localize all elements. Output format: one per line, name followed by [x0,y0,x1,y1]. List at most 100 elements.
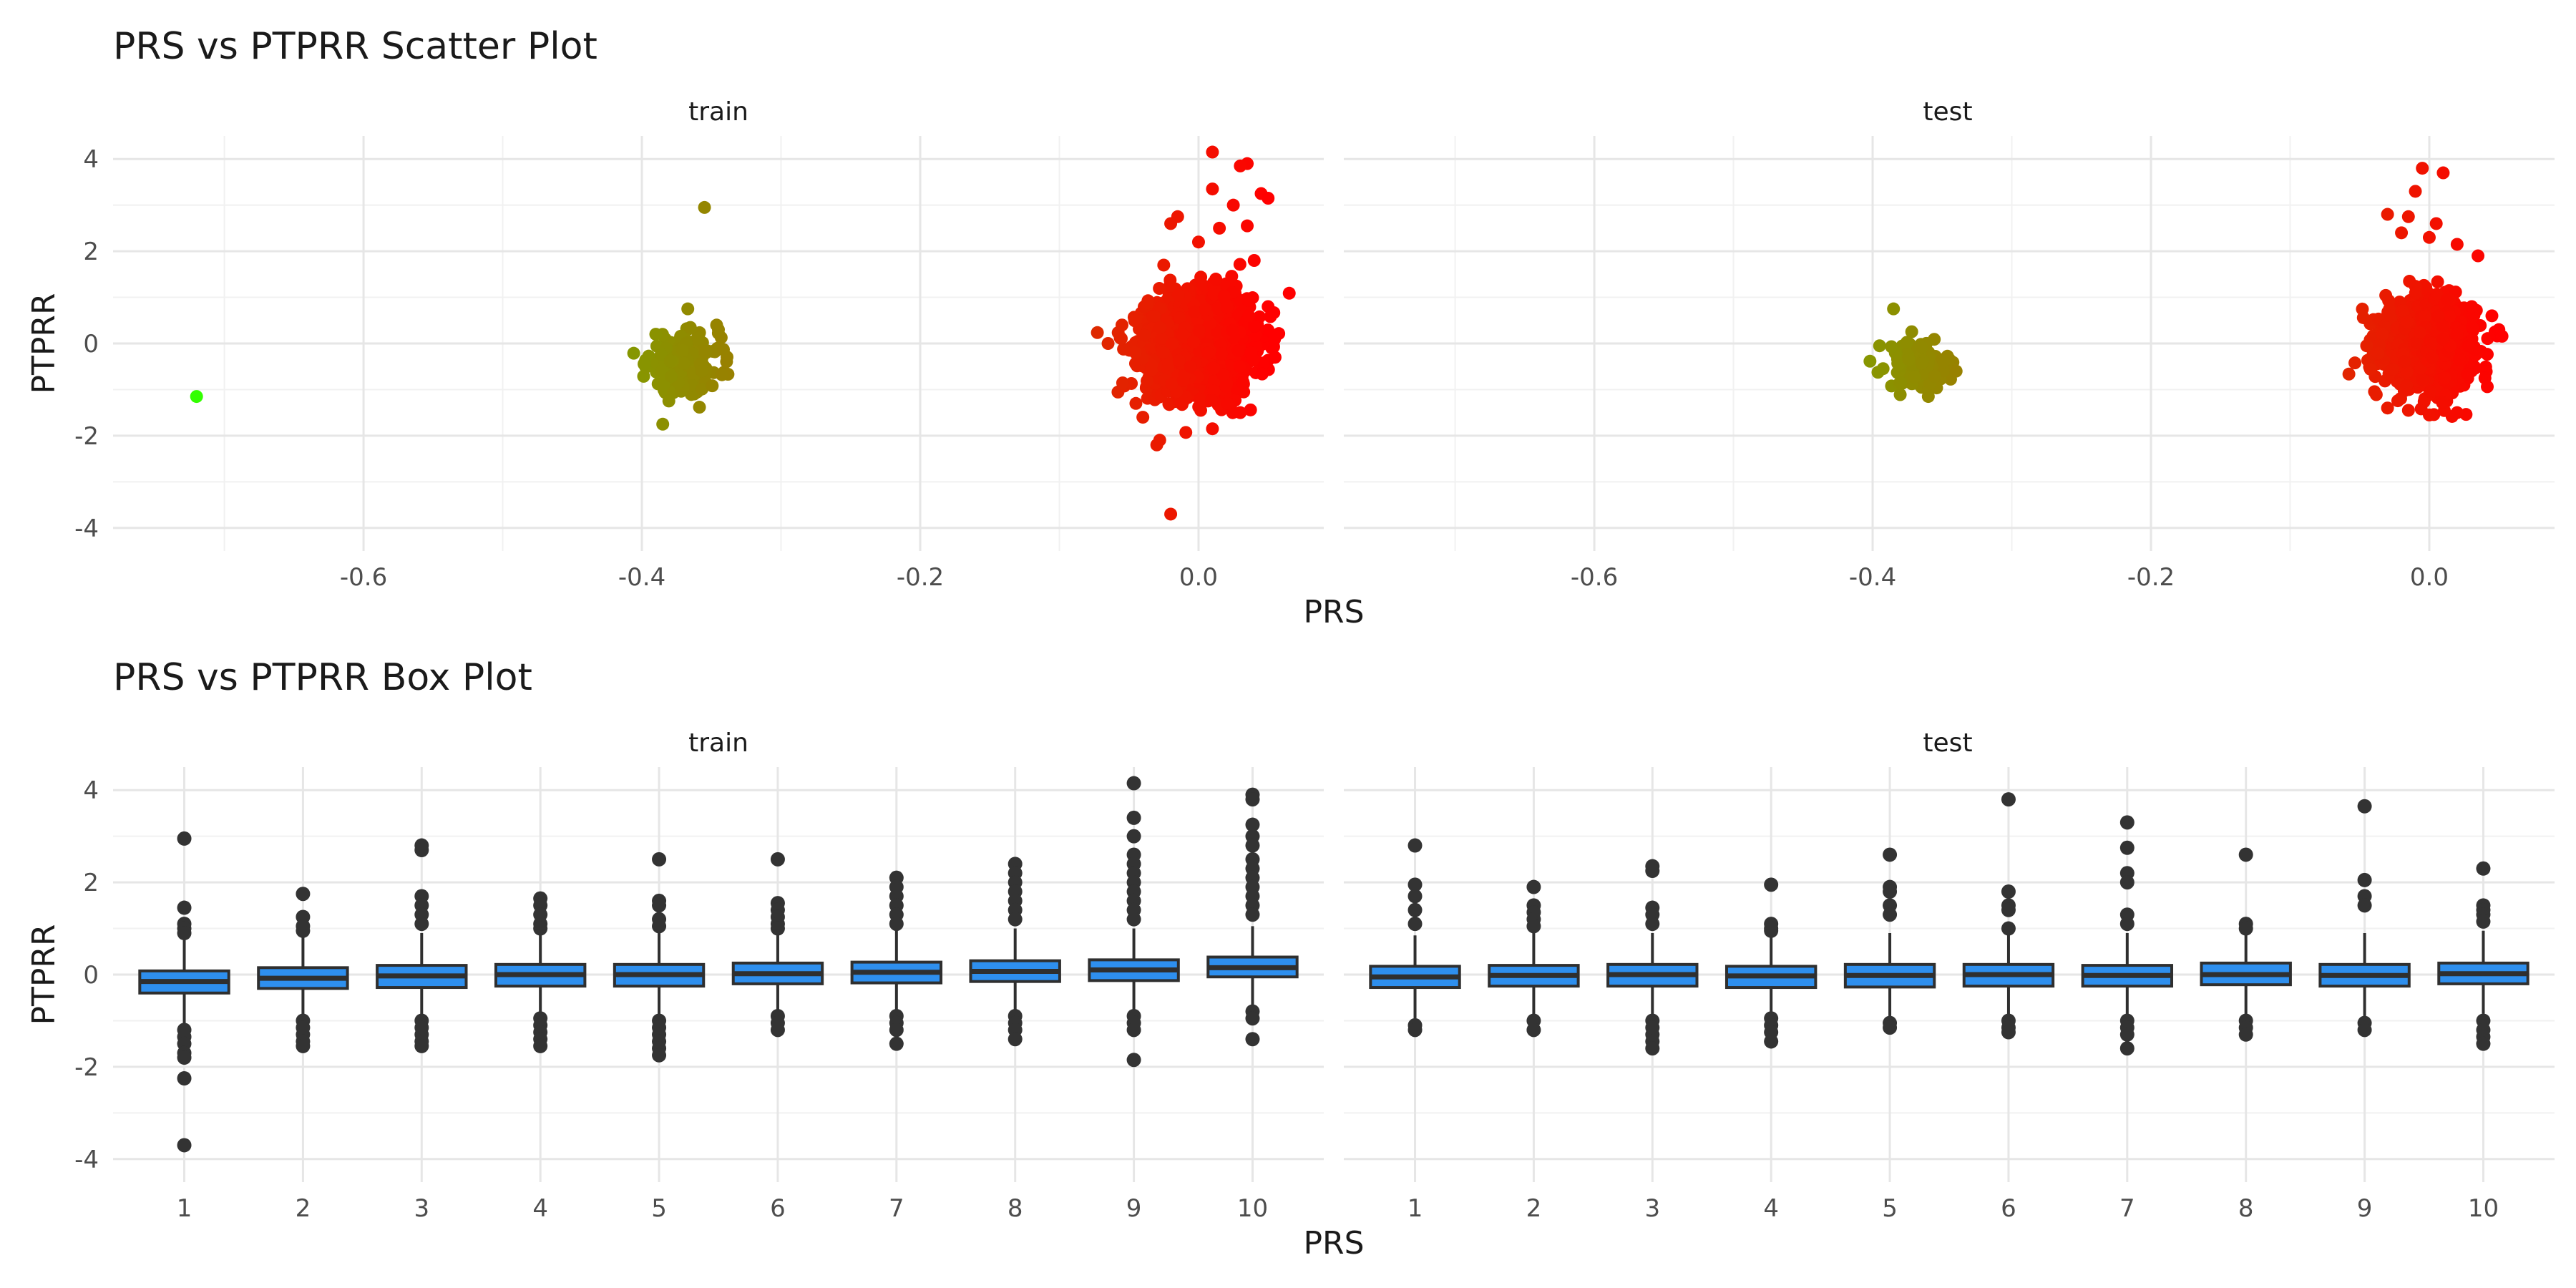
scatter-point [2472,249,2485,263]
scatter-point [716,343,730,356]
scatter-point [1264,310,1277,323]
x-tick-label: 2 [1526,1194,1542,1223]
box-outlier [1126,829,1141,844]
scatter-point [1114,332,1128,346]
scatter-point [1191,235,1205,249]
scatter-point [2409,286,2422,300]
scatter-point [190,390,203,404]
scatter-point [2453,353,2467,366]
box-outlier [2001,902,2016,917]
scatter-point [695,364,708,378]
box-outlier [2476,914,2491,929]
scatter-point [649,328,663,341]
x-tick-label: -0.4 [1849,563,1896,592]
scatter-point [2424,385,2437,399]
x-tick-label: 5 [1882,1194,1898,1223]
scatter-point [2462,339,2476,353]
box-outlier [1526,1023,1541,1038]
scatter-point [2492,323,2506,336]
scatter-point [698,200,711,214]
scatter-point [1201,346,1214,360]
box-outlier [1883,1020,1898,1035]
x-tick-label: 8 [1008,1194,1023,1223]
x-tick-label: 9 [1126,1194,1142,1223]
scatter-point [627,346,640,360]
scatter-point [1233,258,1246,271]
scatter-point [1915,356,1928,370]
scatter-point [1171,288,1185,302]
scatter-point [2386,362,2400,376]
scatter-point [2450,328,2464,341]
box-outlier [1245,838,1260,853]
box-outlier [2119,815,2135,830]
scatter-point [1209,273,1223,286]
box-y-ticks: -4 -2 0 2 4 [74,776,99,1174]
scatter-point [1225,270,1239,283]
box-outlier [1245,907,1260,922]
box-outlier [770,921,785,936]
x-tick-label: 7 [2119,1194,2135,1223]
scatter-point [2400,379,2414,393]
x-tick-label: -0.6 [1571,563,1618,592]
y-tick-label: 2 [83,869,99,897]
scatter-point [1157,258,1171,272]
box-outlier [1764,923,1779,938]
scatter-point [1262,300,1275,313]
scatter-point [665,369,678,383]
scatter-point [1192,324,1206,338]
scatter-point [2376,328,2389,341]
box-facet-label-train: train [688,728,748,758]
scatter-point [696,382,709,396]
scatter-point [1248,320,1262,333]
scatter-point [2413,326,2426,339]
x-tick-label: 6 [770,1194,786,1223]
scatter-point [2431,275,2444,288]
box-outlier [2001,792,2016,807]
scatter-point [715,368,728,381]
scatter-point [2396,304,2409,318]
scatter-point [693,401,706,414]
scatter-point [2400,365,2414,379]
scatter-point [1213,221,1226,235]
scatter-point [1150,438,1163,452]
box-outlier [2119,1041,2135,1056]
box-outlier [177,900,192,915]
scatter-point [1900,336,1913,349]
box-outlier [177,1050,192,1065]
box-outlier [1008,1032,1023,1047]
scatter-point [1234,159,1247,172]
scatter-point [1165,377,1179,391]
scatter-point [1172,353,1186,367]
scatter-point [1915,341,1928,354]
scatter-y-axis-title: PTPRR [26,293,62,394]
x-tick-label: 1 [1407,1194,1423,1223]
box-outlier [2357,799,2372,814]
box-outlier [177,926,192,940]
box-outlier [2357,1023,2372,1038]
scatter-point [2436,396,2449,409]
scatter-point [698,345,712,358]
box-outlier [770,852,785,867]
box-outlier [1764,1034,1779,1049]
scatter-point [1231,344,1245,358]
scatter-point [712,323,725,336]
box-outlier [889,1023,904,1038]
scatter-point [1242,309,1256,323]
scatter-point [1257,356,1270,370]
scatter-point [1908,370,1921,384]
scatter-point [2419,280,2433,294]
box-outlier [1126,1023,1141,1038]
x-tick-label: 3 [1644,1194,1660,1223]
scatter-point [677,356,691,370]
scatter-point [1128,346,1142,359]
scatter-point [1949,364,1963,378]
scatter-point [2363,362,2377,376]
scatter-point [2431,309,2445,323]
scatter-x-axis-title: PRS [1303,594,1364,630]
scatter-facet-label-train: train [688,97,748,127]
scatter-point [1255,367,1269,381]
scatter-point [1268,351,1282,364]
scatter-point [1091,326,1104,339]
